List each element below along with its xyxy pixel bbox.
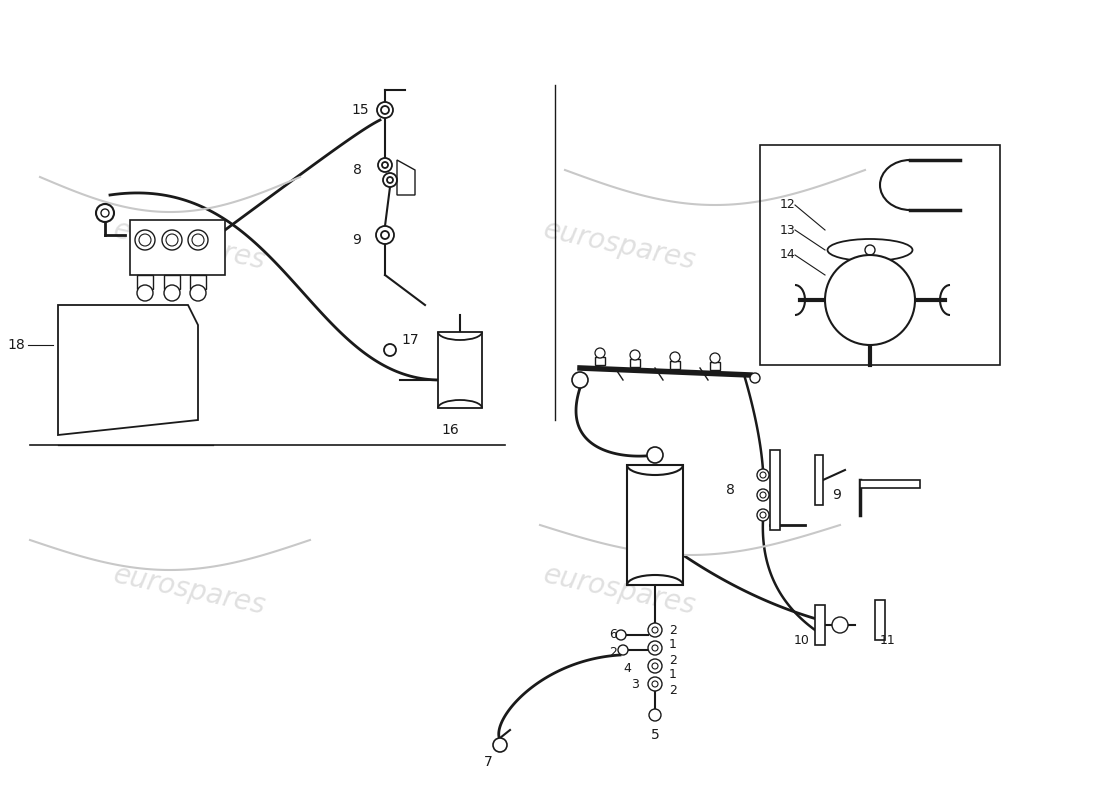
Circle shape: [616, 630, 626, 640]
Circle shape: [138, 285, 153, 301]
Bar: [630, 359, 640, 367]
Circle shape: [135, 230, 155, 250]
Bar: [670, 361, 680, 369]
Circle shape: [595, 348, 605, 358]
Text: eurospares: eurospares: [111, 215, 268, 275]
Circle shape: [648, 677, 662, 691]
Text: 1: 1: [669, 669, 676, 682]
Text: 9: 9: [833, 488, 842, 502]
Polygon shape: [874, 600, 886, 640]
Text: 15: 15: [351, 103, 369, 117]
Circle shape: [376, 226, 394, 244]
Text: 9: 9: [353, 233, 362, 247]
Circle shape: [750, 373, 760, 383]
Circle shape: [757, 469, 769, 481]
Circle shape: [670, 352, 680, 362]
Text: 18: 18: [7, 338, 25, 352]
Bar: [595, 357, 605, 365]
Polygon shape: [58, 305, 198, 435]
Text: 8: 8: [726, 483, 735, 497]
Bar: [710, 362, 720, 370]
Circle shape: [865, 245, 874, 255]
Circle shape: [647, 447, 663, 463]
Text: 10: 10: [794, 634, 810, 646]
Text: 5: 5: [650, 728, 659, 742]
Polygon shape: [815, 455, 823, 505]
Circle shape: [832, 617, 848, 633]
Bar: [760, 145, 1000, 365]
Circle shape: [825, 255, 915, 345]
Bar: [627, 465, 683, 585]
Text: 8: 8: [353, 163, 362, 177]
Text: eurospares: eurospares: [111, 560, 268, 620]
Circle shape: [190, 285, 206, 301]
Circle shape: [188, 230, 208, 250]
Circle shape: [162, 230, 182, 250]
Circle shape: [648, 659, 662, 673]
Circle shape: [757, 509, 769, 521]
Text: 2: 2: [669, 654, 676, 666]
Circle shape: [493, 738, 507, 752]
Text: 11: 11: [880, 634, 895, 646]
Text: 1: 1: [669, 638, 676, 651]
Polygon shape: [860, 480, 920, 488]
Circle shape: [630, 350, 640, 360]
Circle shape: [572, 372, 588, 388]
Circle shape: [378, 158, 392, 172]
Bar: [138, 275, 153, 289]
Circle shape: [618, 645, 628, 655]
Text: 6: 6: [609, 629, 617, 642]
Text: 4: 4: [623, 662, 631, 674]
Text: 12: 12: [780, 198, 795, 211]
Bar: [438, 332, 482, 408]
Circle shape: [757, 489, 769, 501]
Text: 14: 14: [780, 249, 795, 262]
Bar: [164, 275, 180, 289]
Text: eurospares: eurospares: [541, 560, 698, 620]
Polygon shape: [770, 450, 780, 530]
Circle shape: [710, 353, 720, 363]
Circle shape: [383, 173, 397, 187]
Text: 2: 2: [669, 683, 676, 697]
Text: 13: 13: [780, 223, 795, 237]
Text: 2: 2: [609, 646, 617, 658]
Text: 17: 17: [402, 333, 419, 347]
Text: 2: 2: [669, 623, 676, 637]
Bar: [130, 220, 225, 275]
Text: 16: 16: [441, 423, 459, 437]
Bar: [190, 275, 206, 289]
Circle shape: [648, 641, 662, 655]
Circle shape: [96, 204, 114, 222]
Circle shape: [649, 709, 661, 721]
Polygon shape: [815, 605, 825, 645]
Circle shape: [164, 285, 180, 301]
Text: 7: 7: [484, 755, 493, 769]
Text: eurospares: eurospares: [541, 215, 698, 275]
Circle shape: [377, 102, 393, 118]
Text: 3: 3: [631, 678, 639, 691]
Circle shape: [648, 623, 662, 637]
